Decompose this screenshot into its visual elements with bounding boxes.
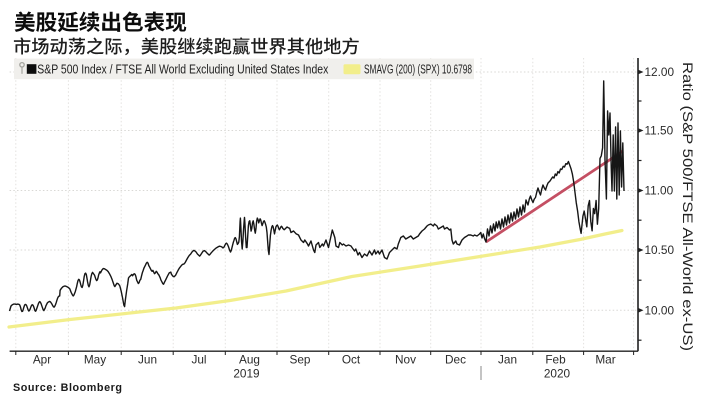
svg-text:Source: Bloomberg: Source: Bloomberg [13,382,123,394]
svg-text:Feb: Feb [545,353,566,367]
svg-text:10.00: 10.00 [645,304,675,318]
svg-text:Oct: Oct [342,353,361,367]
svg-text:S&P 500 Index / FTSE All World: S&P 500 Index / FTSE All World Excluding… [37,62,328,77]
svg-text:SMAVG (200) (SPX) 10.6798: SMAVG (200) (SPX) 10.6798 [364,62,472,77]
svg-text:Nov: Nov [395,353,416,367]
svg-text:May: May [84,353,106,367]
svg-text:Jul: Jul [191,353,206,367]
svg-text:Apr: Apr [33,353,51,367]
svg-text:Sep: Sep [290,353,311,367]
svg-text:11.50: 11.50 [645,124,674,138]
svg-text:2019: 2019 [233,367,259,381]
svg-text:Jan: Jan [498,353,517,367]
svg-text:12.00: 12.00 [645,65,675,79]
svg-text:Mar: Mar [595,353,615,367]
svg-text:Ratio (S&P 500/FTSE All-World: Ratio (S&P 500/FTSE All-World ex-US) [680,62,695,351]
svg-text:Dec: Dec [445,353,466,367]
svg-text:Jun: Jun [138,353,157,367]
svg-text:10.50: 10.50 [645,243,675,257]
svg-text:11.00: 11.00 [645,184,674,198]
svg-text:Aug: Aug [239,353,260,367]
svg-text:2020: 2020 [544,367,571,381]
